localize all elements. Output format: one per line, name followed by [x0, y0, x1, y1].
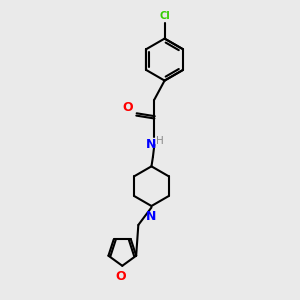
Text: O: O: [116, 271, 126, 284]
Text: H: H: [156, 136, 164, 146]
Text: N: N: [146, 210, 157, 223]
Text: Cl: Cl: [159, 11, 170, 21]
Text: O: O: [123, 101, 134, 114]
Text: N: N: [146, 138, 156, 151]
